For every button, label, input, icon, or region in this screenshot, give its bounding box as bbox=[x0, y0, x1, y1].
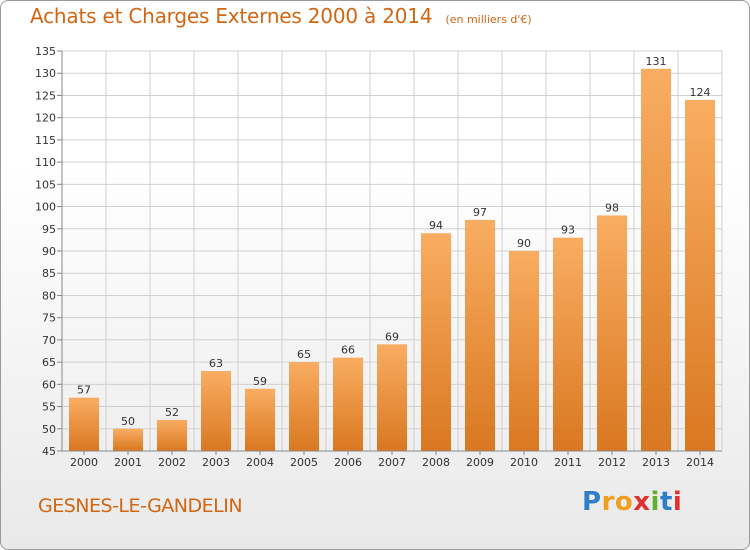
y-tick-label: 75 bbox=[42, 312, 56, 325]
bar bbox=[289, 362, 319, 451]
bar bbox=[113, 428, 143, 451]
x-tick-label: 2000 bbox=[70, 456, 98, 469]
y-tick-label: 135 bbox=[35, 45, 56, 58]
y-tick-label: 95 bbox=[42, 223, 56, 236]
data-label: 93 bbox=[561, 224, 575, 237]
bar bbox=[377, 344, 407, 451]
y-tick-label: 110 bbox=[35, 156, 56, 169]
y-tick-label: 45 bbox=[42, 445, 56, 458]
data-label: 65 bbox=[297, 348, 311, 361]
x-tick-label: 2008 bbox=[422, 456, 450, 469]
data-label: 59 bbox=[253, 375, 267, 388]
x-tick-label: 2012 bbox=[598, 456, 626, 469]
logo-letter: i bbox=[650, 487, 660, 517]
bar bbox=[69, 397, 99, 451]
y-tick-label: 130 bbox=[35, 67, 56, 80]
x-tick-label: 2002 bbox=[158, 456, 186, 469]
chart-title: Achats et Charges Externes 2000 à 2014 bbox=[30, 4, 433, 28]
y-tick-label: 115 bbox=[35, 134, 56, 147]
x-tick-label: 2013 bbox=[642, 456, 670, 469]
y-tick-label: 100 bbox=[35, 201, 56, 214]
bar bbox=[333, 357, 363, 451]
bar bbox=[685, 99, 715, 451]
x-tick-label: 2009 bbox=[466, 456, 494, 469]
data-label: 124 bbox=[690, 86, 711, 99]
bar bbox=[597, 215, 627, 451]
axes: 45 50 55 60 65 70 75 80 85 90 95 100 105 110 115 120 125… bbox=[35, 45, 722, 469]
data-label: 90 bbox=[517, 237, 531, 250]
y-tick-label: 80 bbox=[42, 289, 56, 302]
data-label: 98 bbox=[605, 201, 619, 214]
logo-letter: x bbox=[633, 487, 651, 517]
y-tick-label: 120 bbox=[35, 112, 56, 125]
title-row: Achats et Charges Externes 2000 à 2014 (… bbox=[30, 4, 532, 28]
x-tick-label: 2005 bbox=[290, 456, 318, 469]
y-tick-label: 60 bbox=[42, 378, 56, 391]
chart-subtitle: (en milliers d'€) bbox=[445, 13, 532, 26]
y-tick-label: 85 bbox=[42, 267, 56, 280]
data-label: 57 bbox=[77, 384, 91, 397]
x-tick-label: 2001 bbox=[114, 456, 142, 469]
bar bbox=[201, 371, 231, 451]
data-label: 63 bbox=[209, 357, 223, 370]
y-tick-label: 70 bbox=[42, 334, 56, 347]
x-tick-label: 2004 bbox=[246, 456, 274, 469]
bar bbox=[509, 251, 539, 451]
bar bbox=[553, 237, 583, 451]
data-label: 69 bbox=[385, 330, 399, 343]
logo-letter: r bbox=[601, 487, 615, 517]
y-tick-label: 105 bbox=[35, 178, 56, 191]
y-tick-label: 125 bbox=[35, 89, 56, 102]
data-label: 94 bbox=[429, 219, 443, 232]
bar bbox=[641, 68, 671, 452]
data-labels: 57 50 52 63 59 65 66 69 94 97 90 93 98 131 124 bbox=[77, 55, 711, 428]
x-tick-label: 2007 bbox=[378, 456, 406, 469]
bars bbox=[69, 68, 715, 452]
commune-name: GESNES-LE-GANDELIN bbox=[38, 495, 243, 517]
bar bbox=[421, 233, 451, 451]
x-tick-label: 2003 bbox=[202, 456, 230, 469]
bar bbox=[157, 419, 187, 451]
x-tick-label: 2006 bbox=[334, 456, 362, 469]
x-tick-label: 2014 bbox=[686, 456, 714, 469]
data-label: 97 bbox=[473, 206, 487, 219]
data-label: 66 bbox=[341, 344, 355, 357]
y-tick-label: 90 bbox=[42, 245, 56, 258]
y-tick-label: 55 bbox=[42, 401, 56, 414]
y-tick-label: 50 bbox=[42, 423, 56, 436]
logo-letter: i bbox=[672, 487, 683, 517]
y-tick-label: 65 bbox=[42, 356, 56, 369]
logo-letter: o bbox=[614, 487, 634, 517]
x-tick-label: 2010 bbox=[510, 456, 538, 469]
data-label: 50 bbox=[121, 415, 135, 428]
logo-letter: P bbox=[582, 487, 602, 517]
bar bbox=[245, 388, 275, 451]
x-tick-label: 2011 bbox=[554, 456, 582, 469]
bar bbox=[465, 219, 495, 451]
data-label: 131 bbox=[646, 55, 667, 68]
data-label: 52 bbox=[165, 406, 179, 419]
logo-letter: t bbox=[659, 487, 673, 517]
proxiti-logo: Proxiti bbox=[582, 487, 682, 517]
